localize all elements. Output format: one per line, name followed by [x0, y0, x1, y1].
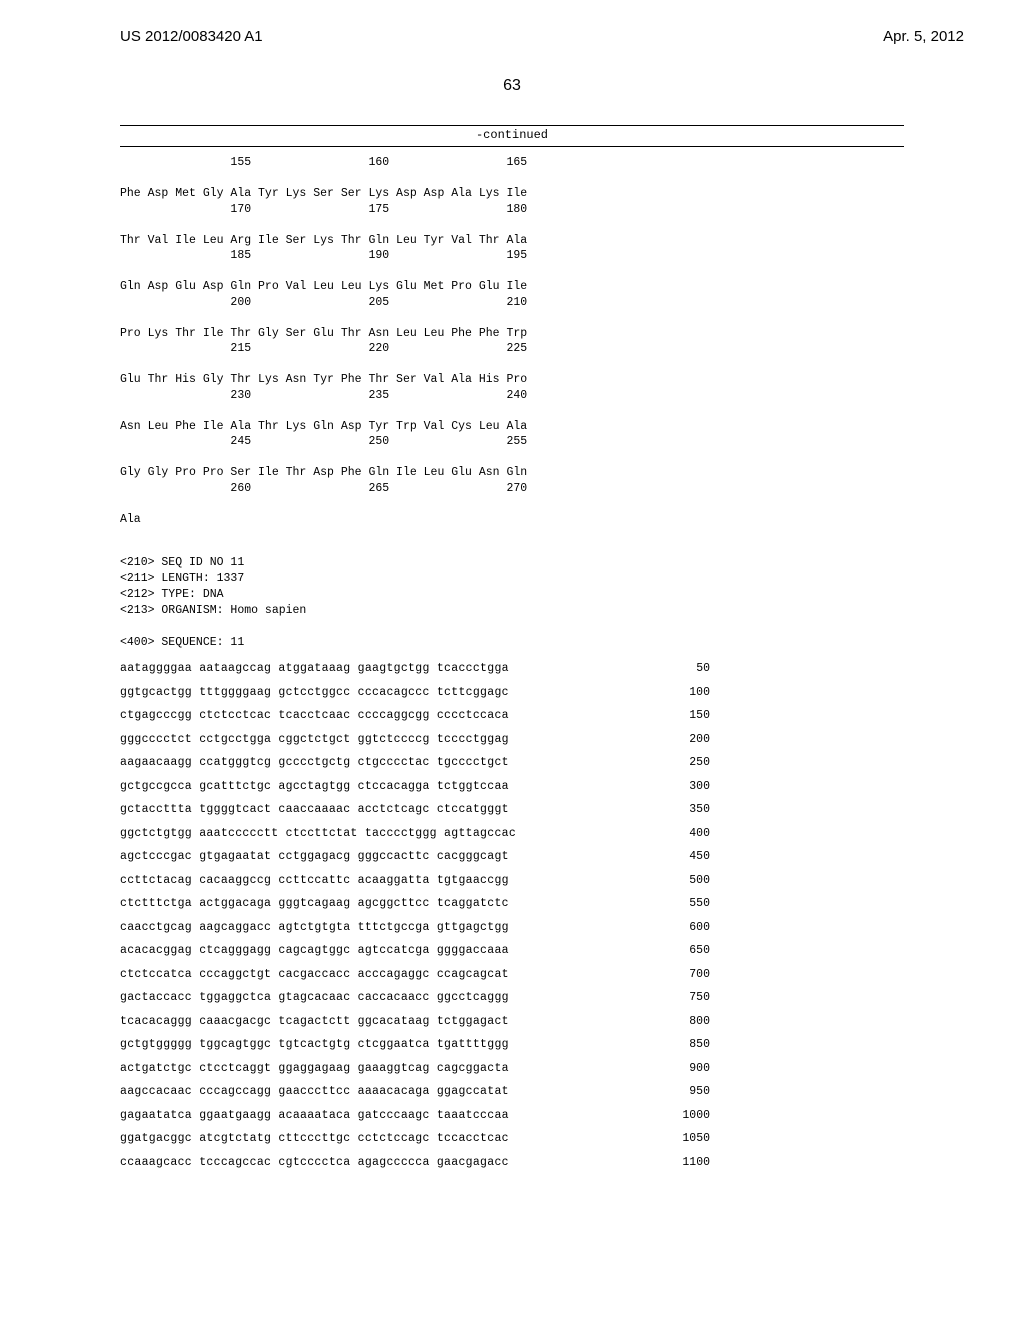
dna-sequence: acacacggag ctcagggagg cagcagtggc agtccat… — [120, 945, 509, 957]
dna-position: 150 — [660, 710, 710, 722]
dna-position: 850 — [660, 1039, 710, 1051]
dna-row: actgatctgc ctcctcaggt ggaggagaag gaaaggt… — [120, 1063, 710, 1075]
continued-label: -continued — [120, 128, 904, 142]
dna-sequence: gactaccacc tggaggctca gtagcacaac caccaca… — [120, 992, 509, 1004]
sequence-metadata: <210> SEQ ID NO 11<211> LENGTH: 1337<212… — [120, 555, 904, 652]
dna-sequence: caacctgcag aagcaggacc agtctgtgta tttctgc… — [120, 922, 509, 934]
dna-sequence: gggcccctct cctgcctgga cggctctgct ggtctcc… — [120, 734, 509, 746]
dna-position: 550 — [660, 898, 710, 910]
dna-row: ccaaagcacc tcccagccac cgtcccctca agagccc… — [120, 1157, 710, 1169]
dna-row: aagccacaac cccagccagg gaacccttcc aaaacac… — [120, 1086, 710, 1098]
dna-sequence: ccaaagcacc tcccagccac cgtcccctca agagccc… — [120, 1157, 509, 1169]
top-rule — [120, 125, 904, 126]
dna-sequence: agctcccgac gtgagaatat cctggagacg gggccac… — [120, 851, 509, 863]
dna-position: 1050 — [660, 1133, 710, 1145]
publication-number: US 2012/0083420 A1 — [120, 28, 263, 45]
dna-row: gctgtggggg tggcagtggc tgtcactgtg ctcggaa… — [120, 1039, 710, 1051]
dna-sequence: actgatctgc ctcctcaggt ggaggagaag gaaaggt… — [120, 1063, 509, 1075]
dna-row: gactaccacc tggaggctca gtagcacaac caccaca… — [120, 992, 710, 1004]
dna-sequence: ctctttctga actggacaga gggtcagaag agcggct… — [120, 898, 509, 910]
metadata-line: <213> ORGANISM: Homo sapien — [120, 603, 904, 619]
dna-row: acacacggag ctcagggagg cagcagtggc agtccat… — [120, 945, 710, 957]
dna-sequence: gagaatatca ggaatgaagg acaaaataca gatccca… — [120, 1110, 509, 1122]
page-header: US 2012/0083420 A1 Apr. 5, 2012 — [0, 0, 1024, 45]
dna-position: 250 — [660, 757, 710, 769]
dna-sequence: tcacacaggg caaacgacgc tcagactctt ggcacat… — [120, 1016, 509, 1028]
dna-sequence: gctgtggggg tggcagtggc tgtcactgtg ctcggaa… — [120, 1039, 509, 1051]
dna-sequence: ggctctgtgg aaatccccctt ctccttctat tacccc… — [120, 828, 516, 840]
dna-sequence: gctgccgcca gcatttctgc agcctagtgg ctccaca… — [120, 781, 509, 793]
dna-row: ctctccatca cccaggctgt cacgaccacc acccaga… — [120, 969, 710, 981]
dna-row: aagaacaagg ccatgggtcg gcccctgctg ctgcccc… — [120, 757, 710, 769]
dna-row: tcacacaggg caaacgacgc tcagactctt ggcacat… — [120, 1016, 710, 1028]
dna-position: 450 — [660, 851, 710, 863]
dna-sequence: ctctccatca cccaggctgt cacgaccacc acccaga… — [120, 969, 509, 981]
metadata-line: <400> SEQUENCE: 11 — [120, 635, 904, 651]
metadata-line: <211> LENGTH: 1337 — [120, 571, 904, 587]
dna-position: 950 — [660, 1086, 710, 1098]
dna-sequence-block: aataggggaa aataagccag atggataaag gaagtgc… — [120, 663, 904, 1168]
dna-position: 100 — [660, 687, 710, 699]
dna-row: gggcccctct cctgcctgga cggctctgct ggtctcc… — [120, 734, 710, 746]
dna-position: 750 — [660, 992, 710, 1004]
dna-position: 700 — [660, 969, 710, 981]
dna-row: ggctctgtgg aaatccccctt ctccttctat tacccc… — [120, 828, 710, 840]
dna-sequence: ccttctacag cacaaggccg ccttccattc acaagga… — [120, 875, 509, 887]
dna-position: 1000 — [660, 1110, 710, 1122]
dna-sequence: ctgagcccgg ctctcctcac tcacctcaac ccccagg… — [120, 710, 509, 722]
bottom-rule — [120, 146, 904, 147]
dna-row: ccttctacag cacaaggccg ccttccattc acaagga… — [120, 875, 710, 887]
dna-position: 900 — [660, 1063, 710, 1075]
dna-row: ctgagcccgg ctctcctcac tcacctcaac ccccagg… — [120, 710, 710, 722]
dna-position: 300 — [660, 781, 710, 793]
dna-row: ggtgcactgg tttggggaag gctcctggcc cccacag… — [120, 687, 710, 699]
dna-row: gctgccgcca gcatttctgc agcctagtgg ctccaca… — [120, 781, 710, 793]
dna-sequence: ggtgcactgg tttggggaag gctcctggcc cccacag… — [120, 687, 509, 699]
dna-position: 200 — [660, 734, 710, 746]
dna-position: 650 — [660, 945, 710, 957]
metadata-line: <210> SEQ ID NO 11 — [120, 555, 904, 571]
content-area: -continued 155 160 165 Phe Asp Met Gly A… — [0, 95, 1024, 1168]
dna-position: 400 — [660, 828, 710, 840]
dna-row: ctctttctga actggacaga gggtcagaag agcggct… — [120, 898, 710, 910]
dna-row: ggatgacggc atcgtctatg cttcccttgc cctctcc… — [120, 1133, 710, 1145]
dna-row: gctaccttta tggggtcact caaccaaaac acctctc… — [120, 804, 710, 816]
dna-position: 50 — [660, 663, 710, 675]
dna-position: 1100 — [660, 1157, 710, 1169]
dna-sequence: ggatgacggc atcgtctatg cttcccttgc cctctcc… — [120, 1133, 509, 1145]
dna-row: agctcccgac gtgagaatat cctggagacg gggccac… — [120, 851, 710, 863]
publication-date: Apr. 5, 2012 — [883, 28, 964, 45]
dna-position: 800 — [660, 1016, 710, 1028]
dna-sequence: gctaccttta tggggtcact caaccaaaac acctctc… — [120, 804, 509, 816]
dna-position: 350 — [660, 804, 710, 816]
dna-sequence: aataggggaa aataagccag atggataaag gaagtgc… — [120, 663, 509, 675]
dna-row: aataggggaa aataagccag atggataaag gaagtgc… — [120, 663, 710, 675]
protein-sequence-block: 155 160 165 Phe Asp Met Gly Ala Tyr Lys … — [120, 155, 904, 543]
metadata-line: <212> TYPE: DNA — [120, 587, 904, 603]
page-number: 63 — [0, 77, 1024, 95]
dna-sequence: aagccacaac cccagccagg gaacccttcc aaaacac… — [120, 1086, 509, 1098]
dna-position: 600 — [660, 922, 710, 934]
metadata-line — [120, 619, 904, 635]
dna-sequence: aagaacaagg ccatgggtcg gcccctgctg ctgcccc… — [120, 757, 509, 769]
dna-position: 500 — [660, 875, 710, 887]
dna-row: gagaatatca ggaatgaagg acaaaataca gatccca… — [120, 1110, 710, 1122]
dna-row: caacctgcag aagcaggacc agtctgtgta tttctgc… — [120, 922, 710, 934]
